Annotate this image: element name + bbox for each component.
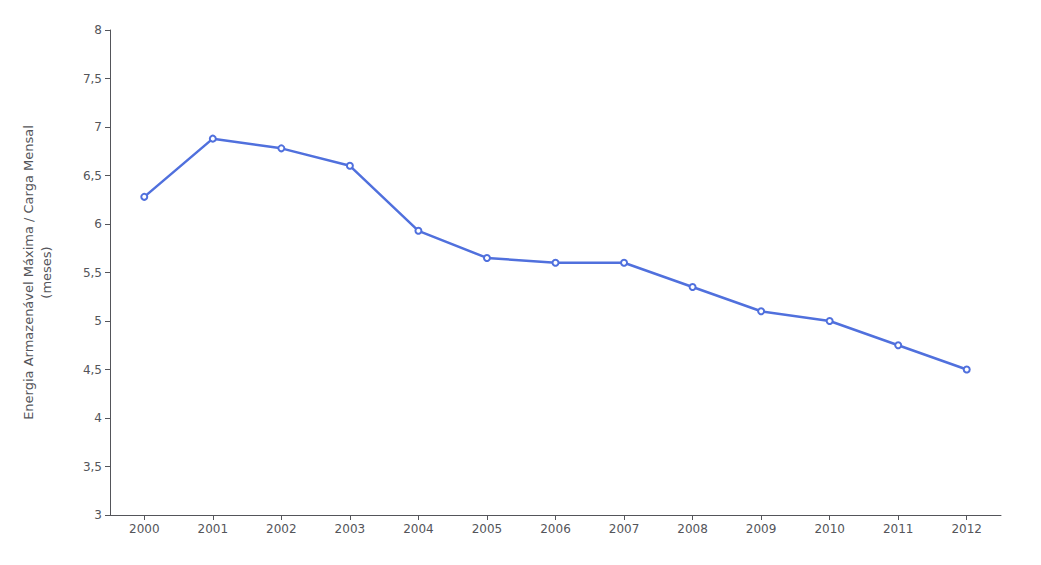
svg-text:2006: 2006 — [540, 522, 571, 536]
svg-text:2003: 2003 — [335, 522, 366, 536]
svg-text:2004: 2004 — [403, 522, 434, 536]
svg-text:2001: 2001 — [198, 522, 229, 536]
svg-text:2002: 2002 — [266, 522, 297, 536]
svg-text:7: 7 — [94, 120, 102, 134]
svg-text:2005: 2005 — [472, 522, 503, 536]
svg-text:6: 6 — [94, 217, 102, 231]
svg-text:2009: 2009 — [746, 522, 777, 536]
svg-text:4: 4 — [94, 411, 102, 425]
svg-text:6,5: 6,5 — [83, 169, 102, 183]
svg-text:7,5: 7,5 — [83, 72, 102, 86]
svg-text:Energia Armazenável Máxima / C: Energia Armazenável Máxima / Carga Mensa… — [21, 125, 36, 420]
svg-text:8: 8 — [94, 23, 102, 37]
svg-text:5: 5 — [94, 314, 102, 328]
svg-text:5,5: 5,5 — [83, 266, 102, 280]
svg-text:2010: 2010 — [814, 522, 845, 536]
svg-text:(meses): (meses) — [39, 246, 54, 298]
svg-text:2011: 2011 — [883, 522, 914, 536]
svg-text:4,5: 4,5 — [83, 363, 102, 377]
svg-text:3: 3 — [94, 508, 102, 522]
svg-text:2008: 2008 — [677, 522, 708, 536]
svg-text:2007: 2007 — [609, 522, 640, 536]
svg-text:2012: 2012 — [951, 522, 982, 536]
svg-text:3,5: 3,5 — [83, 460, 102, 474]
svg-text:2000: 2000 — [129, 522, 160, 536]
